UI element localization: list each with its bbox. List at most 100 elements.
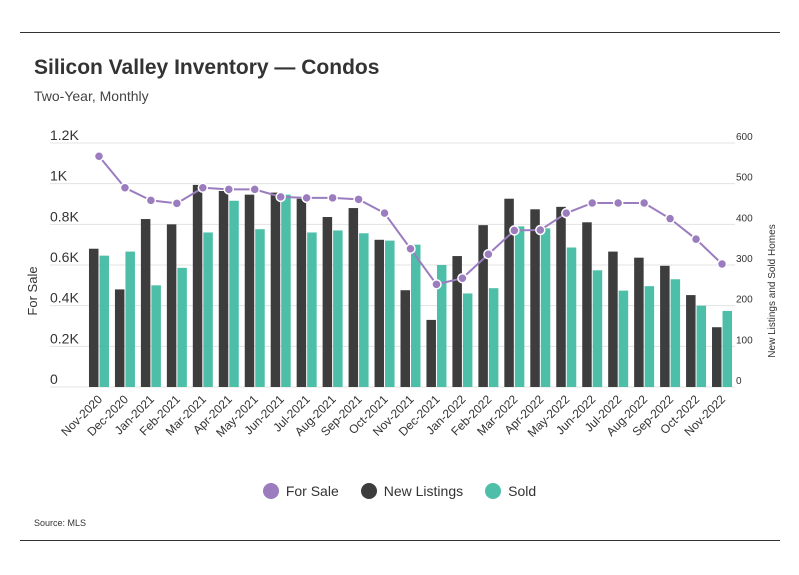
sold-swatch	[485, 483, 502, 499]
new-listings-bar	[634, 257, 644, 387]
y-tick-left: 0.4K	[50, 290, 79, 306]
new-listings-bar	[660, 265, 670, 387]
new-listings-bar	[322, 217, 333, 387]
sold-bar	[125, 251, 135, 387]
for-sale-point	[93, 150, 105, 162]
new-listings-bar	[530, 209, 540, 387]
sold-bar	[592, 270, 603, 387]
sold-bar	[151, 285, 161, 387]
y-tick-left: 0.6K	[50, 249, 79, 265]
for-sale-point	[561, 207, 572, 219]
sold-bar	[177, 267, 187, 387]
y-tick-right: 100	[736, 335, 753, 346]
y-tick-right: 300	[736, 254, 753, 265]
legend-item-new-listings: New Listings	[360, 483, 464, 499]
for-sale-swatch	[262, 483, 279, 499]
sold-bar	[540, 228, 551, 387]
new-listings-bar	[686, 295, 696, 387]
sold-bar	[359, 233, 369, 387]
sold-bar	[462, 293, 473, 387]
for-sale-point	[431, 279, 442, 290]
sold-bar	[333, 230, 343, 387]
source-note: Source: MLS	[34, 518, 87, 528]
new-listings-bar	[504, 198, 514, 387]
new-listings-bar	[218, 190, 229, 387]
new-listings-swatch	[360, 483, 377, 499]
legend-label-sold: Sold	[508, 483, 537, 499]
y-axis-left-title: For Sale	[25, 266, 40, 315]
for-sale-point	[171, 198, 183, 209]
for-sale-point	[301, 192, 312, 204]
for-sale-point	[145, 195, 157, 206]
new-listings-bar	[166, 224, 177, 387]
for-sale-point	[379, 207, 390, 219]
sold-bar	[99, 255, 109, 387]
legend-label-for-sale: For Sale	[285, 483, 339, 499]
new-listings-bar	[452, 256, 462, 387]
new-listings-bar	[244, 194, 255, 387]
for-sale-point	[275, 191, 286, 203]
for-sale-point	[327, 192, 338, 204]
y-tick-left: 1.2K	[50, 127, 79, 143]
sold-bar	[644, 286, 655, 387]
y-tick-right: 600	[736, 132, 753, 143]
for-sale-point	[664, 213, 676, 224]
new-listings-bar	[712, 327, 722, 387]
bars	[88, 184, 733, 387]
sold-bar	[229, 200, 239, 387]
y-axis-right-title: New Listings and Sold Homes	[767, 224, 778, 357]
legend-item-sold: Sold	[485, 483, 536, 499]
for-sale-point	[223, 184, 235, 195]
top-rule	[20, 32, 780, 33]
y-tick-left: 1K	[50, 168, 68, 184]
for-sale-point	[612, 197, 624, 209]
chart-title: Silicon Valley Inventory — Condos	[34, 56, 380, 79]
sold-bar	[618, 290, 629, 387]
for-sale-point	[483, 248, 494, 260]
sold-bar	[488, 288, 499, 387]
for-sale-point	[716, 258, 728, 270]
new-listings-bar	[374, 239, 385, 387]
sold-bar	[307, 232, 317, 387]
legend: For Sale New Listings Sold	[0, 483, 799, 499]
y-tick-right: 0	[736, 376, 742, 387]
sold-bar	[281, 194, 291, 387]
for-sale-point	[457, 272, 468, 284]
for-sale-point	[353, 194, 364, 205]
for-sale-point	[197, 182, 209, 193]
sold-bar	[696, 305, 707, 387]
new-listings-bar	[608, 251, 618, 387]
for-sale-point	[405, 243, 416, 254]
sold-bar	[385, 240, 395, 387]
for-sale-point	[638, 197, 650, 209]
for-sale-point	[509, 225, 520, 236]
new-listings-bar	[296, 198, 307, 387]
new-listings-bar	[114, 289, 125, 387]
new-listings-bar	[192, 184, 203, 387]
new-listings-bar	[88, 248, 99, 387]
for-sale-point	[535, 224, 546, 236]
chart-subtitle: Two-Year, Monthly	[34, 88, 149, 104]
sold-bar	[722, 310, 733, 387]
y-tick-left: 0.2K	[50, 330, 79, 346]
for-sale-point	[119, 182, 131, 193]
y-tick-right: 200	[736, 295, 753, 306]
new-listings-bar	[270, 192, 281, 387]
new-listings-bar	[400, 290, 410, 387]
sold-bar	[411, 244, 421, 387]
legend-label-new-listings: New Listings	[383, 483, 464, 499]
y-tick-left: 0	[50, 371, 58, 387]
new-listings-bar	[478, 225, 488, 387]
sold-bar	[514, 226, 525, 387]
axis-ticks: 0 0.2K 0.4K 0.6K 0.8K 1K 1.2K 0 100 200 300 400 500 6…	[50, 127, 753, 440]
new-listings-bar	[140, 219, 151, 387]
y-tick-left: 0.8K	[50, 208, 79, 224]
sold-bar	[436, 265, 447, 387]
new-listings-bar	[582, 222, 592, 387]
bottom-rule	[20, 540, 780, 541]
for-sale-point	[249, 184, 260, 195]
y-tick-right: 400	[736, 213, 753, 224]
sold-bar	[670, 279, 681, 387]
sold-bar	[203, 232, 213, 387]
